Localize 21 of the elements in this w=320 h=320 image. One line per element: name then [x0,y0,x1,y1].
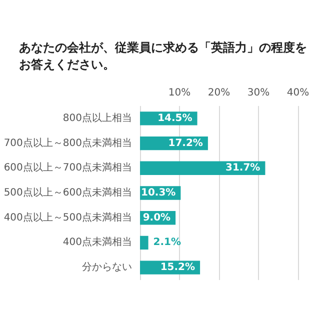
data-label: 17.2% [168,138,203,149]
y-tick-label: 500点以上～600点未満相当 [4,186,132,198]
x-tick-label: 20% [208,88,230,98]
y-tick-label: 分からない [82,261,132,274]
data-label: 9.0% [142,212,171,224]
y-tick-label: 700点以上～800点未満相当 [4,136,132,149]
bar [140,161,266,175]
data-label: 2.1% [153,237,182,248]
y-tick-label: 400点未満相当 [62,236,132,248]
x-tick-label: 10% [168,88,191,98]
chart-title: あなたの会社が、従業員に求める「英語力」の程度をお答えください。 [19,40,307,72]
y-tick-label: 600点以上～700点未満相当 [4,162,132,174]
data-label: 14.5% [158,112,192,124]
x-tick-label: 30% [247,88,270,98]
y-tick-label: 800点以上相当 [62,112,132,124]
x-tick-label: 40% [286,88,310,98]
data-label: 10.3% [140,188,176,198]
data-label: 15.2% [160,262,196,274]
data-label: 31.7% [226,162,260,174]
bar [140,236,148,250]
y-tick-label: 400点以上～500点未満相当 [4,211,132,224]
